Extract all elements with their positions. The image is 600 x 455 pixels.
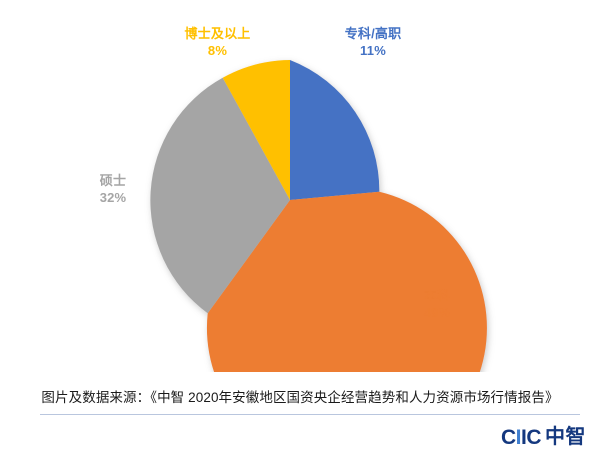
ciic-letter-i1: I xyxy=(515,425,522,449)
source-note: 图片及数据来源：《中智 2020年安徽地区国资央企经营趋势和人力资源市场行情报告… xyxy=(41,390,559,405)
pie-label-benke-name: 本科 xyxy=(423,288,451,303)
pie-label-shuoshi: 硕士 32% xyxy=(74,173,152,206)
pie-label-shuoshi-name: 硕士 xyxy=(99,173,127,188)
brand-name-cn: 中智 xyxy=(545,426,586,448)
footer-divider xyxy=(40,414,580,415)
pie-label-boshi-value: 8% xyxy=(207,42,228,58)
pie-label-zhuanke-gaozhi-name: 专科/高职 xyxy=(344,26,402,41)
pie-label-zhuanke-gaozhi-value: 11% xyxy=(360,42,386,58)
pie-label-benke-value: 49% xyxy=(423,304,451,320)
pie-label-shuoshi-value: 32% xyxy=(99,189,127,205)
ciic-letter-c1: C xyxy=(500,425,516,449)
ciic-wordmark-icon: CIIC xyxy=(500,425,542,449)
pie-chart: 专科/高职 11% 博士及以上 8% 硕士 32% 本科 49% xyxy=(74,26,487,372)
pie-slice-boshi[interactable] xyxy=(222,60,290,200)
brand-logo: CIIC 中智 xyxy=(501,424,586,450)
ciic-letter-i2: I xyxy=(520,425,527,449)
pie-slice-benke[interactable] xyxy=(207,191,487,372)
pie-slice-zhuanke-gaozhi[interactable] xyxy=(290,60,380,200)
pie-chart-svg xyxy=(150,60,487,372)
pie-label-zhuanke-gaozhi: 专科/高职 11% xyxy=(318,26,428,59)
ciic-letter-c2: C xyxy=(526,425,541,449)
pie-label-benke: 本科 49% xyxy=(392,288,482,321)
pie-label-boshi: 博士及以上 8% xyxy=(150,26,285,59)
pie-label-boshi-name: 博士及以上 xyxy=(184,26,251,41)
pie-slice-shuoshi[interactable] xyxy=(150,77,290,314)
